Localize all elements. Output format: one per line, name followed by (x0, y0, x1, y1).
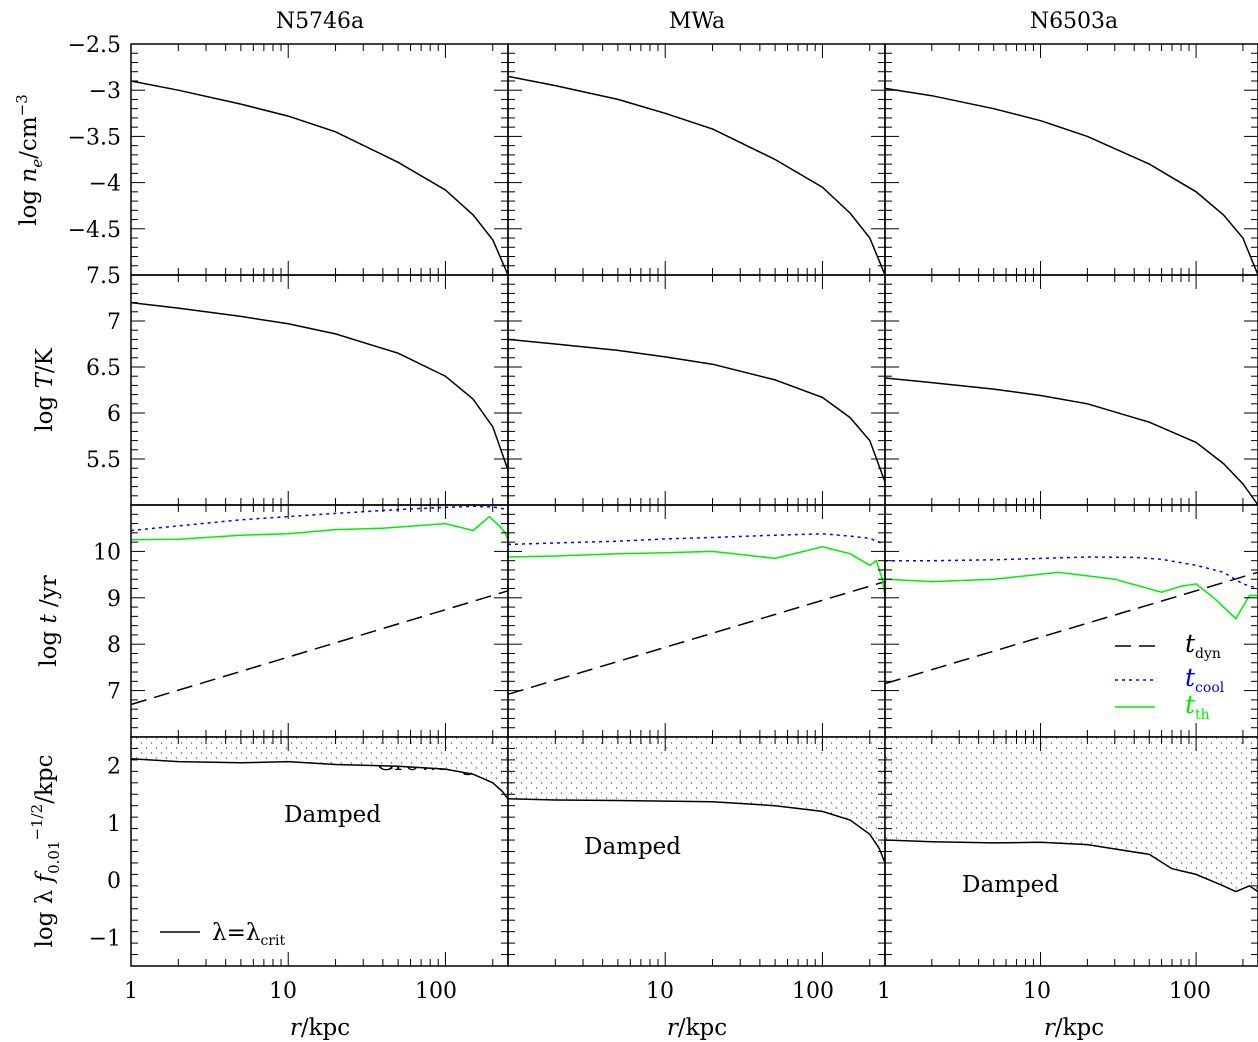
lambda-crit-line (884, 839, 1258, 893)
y-tick-label: 7 (107, 310, 121, 335)
damped-label-col2: Damped (584, 834, 681, 860)
column-title-n6503a: N6503a (1030, 9, 1118, 34)
tth-line (884, 571, 1258, 620)
y-tick-label: 7 (107, 680, 121, 705)
panel-frame (130, 504, 509, 738)
legend-tdyn-label: tdyn (1185, 629, 1221, 662)
y-tick-label: 9 (107, 587, 121, 612)
xtick-label-1: 1 (124, 979, 138, 1004)
column-title-mwa: MWa (669, 9, 725, 34)
panel-frame (507, 274, 886, 506)
y-tick-label: 1 (107, 812, 121, 837)
xtick-label-10: 10 (646, 979, 674, 1004)
y-tick-label: −1 (89, 926, 121, 951)
y-tick-label: −2.5 (68, 33, 121, 58)
tdyn-line (507, 580, 886, 696)
tcool-line (885, 556, 1258, 590)
density-line (884, 87, 1258, 276)
legend-lcrit-label: λ=λcrit (212, 920, 285, 949)
y-tick-label: −4 (89, 172, 121, 197)
y-tick-label: 8 (107, 633, 121, 658)
density-line (507, 75, 886, 276)
xlabel-col3: r/kpc (1044, 1015, 1104, 1041)
tdyn-line (130, 590, 509, 706)
growing-region-fill (885, 737, 1258, 892)
temperature-line (884, 377, 1258, 506)
y-tick-label: 10 (93, 540, 121, 565)
y-tick-label: 5.5 (86, 448, 121, 473)
xlabel-col2: r/kpc (667, 1015, 727, 1041)
panel-frame (507, 504, 886, 738)
density-line (130, 80, 509, 276)
y-tick-label: 6 (107, 402, 121, 427)
panel-frame (130, 43, 509, 276)
y-tick-label: −3.5 (68, 125, 121, 150)
damped-label-col1: Damped (284, 802, 381, 828)
panel-frame (884, 504, 1258, 738)
temperature-line (130, 301, 509, 471)
tth-line (130, 515, 509, 541)
legend-tth-label: tth (1185, 690, 1210, 723)
column-title-n5746a: N5746a (276, 9, 364, 34)
y-tick-label: 2 (107, 755, 121, 780)
lambda-crit-line (130, 758, 509, 800)
panel-frame (884, 43, 1258, 276)
y-tick-label: 6.5 (86, 356, 121, 381)
ylabel-wavelength: log λ f0.01−1/2/kpc (28, 754, 63, 947)
xtick-label-100: 100 (1169, 979, 1211, 1004)
xtick-label-10: 10 (1023, 979, 1051, 1004)
legend-tcool-label: tcool (1185, 663, 1225, 696)
tth-line (507, 546, 886, 596)
lambda-crit-line (507, 798, 886, 864)
damped-label-col3: Damped (962, 872, 1059, 898)
panel-frame (507, 43, 886, 276)
tdyn-line (884, 571, 1258, 685)
xtick-label-100: 100 (415, 979, 457, 1004)
y-tick-label: 0 (107, 869, 121, 894)
xtick-label-1: 1 (877, 979, 891, 1004)
ylabel-temperature: log T/K (32, 347, 58, 431)
growing-region-fill (131, 737, 508, 799)
temperature-line (507, 338, 886, 483)
tcool-line (130, 505, 509, 532)
xtick-label-100: 100 (792, 979, 834, 1004)
ylabel-timescale: log t /yr (36, 575, 62, 667)
panel-frame (884, 274, 1258, 506)
xlabel-col1: r/kpc (290, 1015, 350, 1041)
xtick-label-10: 10 (269, 979, 297, 1004)
plot-layer: −4.5 −4 −3.5 −3 −2.5 5.5 6 6.5 7 7.5 7 8 9 10 −1 0 1 2 (68, 33, 1258, 967)
y-tick-label: −3 (89, 79, 121, 104)
y-tick-label: 7.5 (86, 264, 121, 289)
y-tick-label: −4.5 (68, 218, 121, 243)
growing-region-fill (508, 737, 885, 863)
tcool-line (507, 533, 886, 546)
ylabel-density: log ne/cm−3 (13, 94, 46, 226)
